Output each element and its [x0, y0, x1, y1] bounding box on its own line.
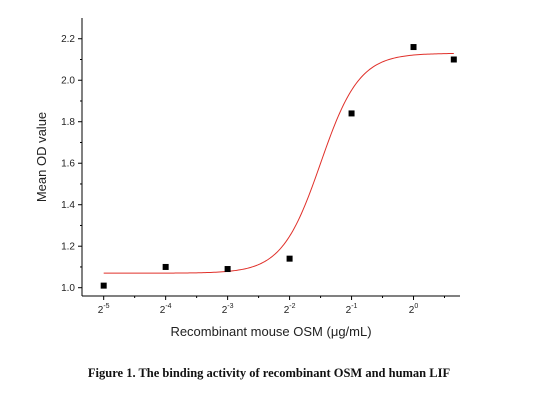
y-tick-label: 1.4 [61, 200, 75, 211]
x-tick-label: 2-2 [284, 303, 296, 316]
x-tick-label: 2-4 [160, 303, 172, 316]
data-point [100, 282, 107, 289]
data-point [410, 44, 417, 51]
y-axis-ticks: 1.0 1.2 1.4 1.6 1.8 2.0 2.2 [61, 34, 82, 294]
x-tick-label: 2-1 [346, 303, 358, 316]
x-tick-label: 2-5 [98, 303, 110, 316]
fit-curve [103, 52, 454, 274]
data-point [286, 255, 293, 262]
y-tick-label: 1.0 [61, 283, 75, 294]
y-tick-label: 1.2 [61, 242, 75, 253]
y-axis-title: Mean OD value [34, 112, 49, 202]
y-tick-label: 2.2 [61, 34, 75, 45]
axes [81, 18, 460, 297]
y-tick-label: 2.0 [61, 76, 75, 87]
data-point [348, 110, 355, 117]
x-tick-label: 20 [409, 303, 419, 316]
y-tick-label: 1.6 [61, 159, 75, 170]
x-tick-label: 2-3 [222, 303, 234, 316]
data-point [162, 263, 169, 270]
data-point [450, 56, 457, 63]
figure-caption: Figure 1. The binding activity of recomb… [87, 366, 451, 380]
x-axis-title: Recombinant mouse OSM (μg/mL) [170, 324, 371, 339]
chart: 1.01.21.41.61.82.02.2 2-5 2-4 2-3 2-2 2-1 20 … [34, 18, 460, 339]
data-point [224, 266, 231, 273]
data-points [100, 44, 457, 289]
y-tick-label: 1.8 [61, 117, 75, 128]
x-axis-ticks: 2-5 2-4 2-3 2-2 2-1 20 [98, 296, 446, 316]
